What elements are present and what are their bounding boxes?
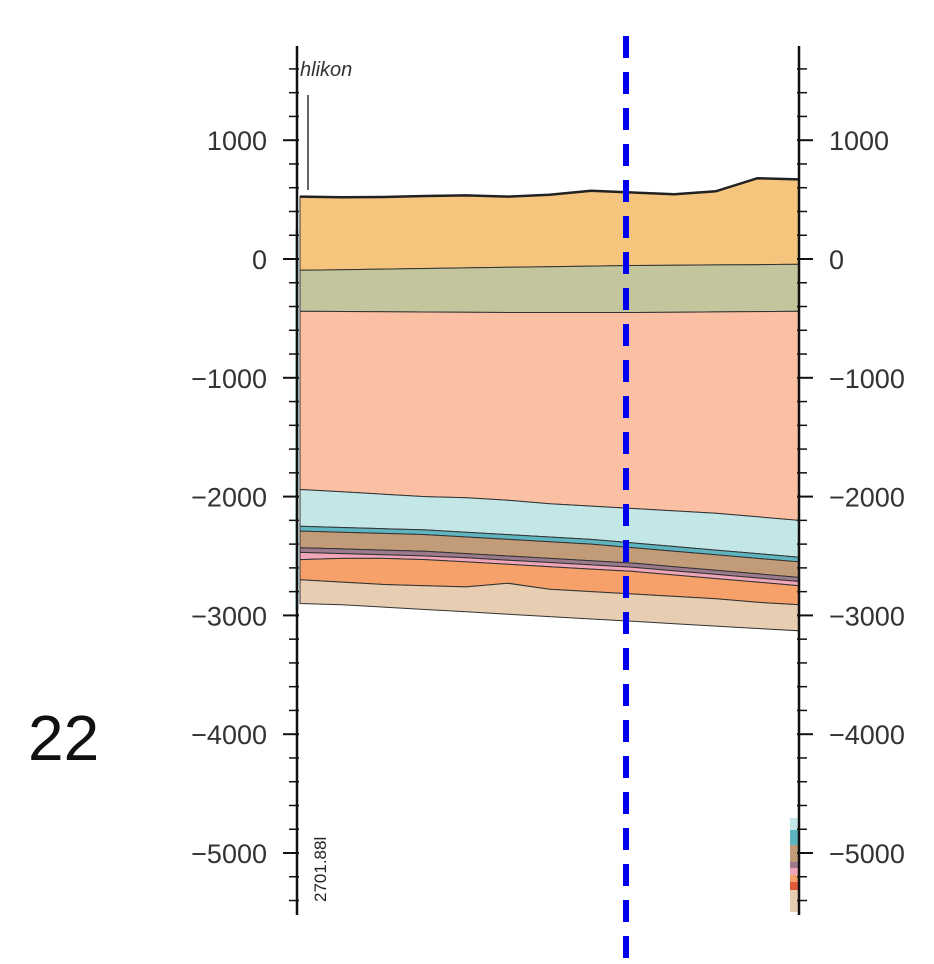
tick-label: −2000 [829, 483, 905, 513]
tick-label: 1000 [829, 126, 889, 156]
place-name-label: hlikon [300, 59, 352, 81]
tick-label: −1000 [829, 364, 905, 394]
tick-label: −3000 [829, 601, 905, 631]
tick-label: −5000 [191, 839, 267, 869]
tick-label: −5000 [829, 839, 905, 869]
right-strip-segment [790, 890, 799, 912]
panel-number: 22 [28, 702, 99, 774]
tick-label: −4000 [191, 720, 267, 750]
right-strip-segment [790, 882, 799, 890]
tick-label: 1000 [207, 126, 267, 156]
right-strip-segment [790, 868, 799, 875]
layer-1 [299, 177, 800, 271]
layer-3 [299, 310, 800, 521]
tick-label: −4000 [829, 720, 905, 750]
tick-label: −1000 [191, 364, 267, 394]
right-strip-segment [790, 862, 799, 868]
topographic-surface [299, 176, 800, 199]
right-strip-segment [790, 830, 799, 845]
tick-label: 0 [252, 245, 267, 275]
right-strip-segment [790, 818, 799, 830]
stratigraphic-layers [299, 176, 800, 632]
tick-label: −3000 [191, 601, 267, 631]
right-strip-segment [790, 875, 799, 882]
right-edge-strip [790, 818, 799, 912]
well-depth-label: 2701.88l [311, 837, 330, 902]
tick-label: 0 [829, 245, 844, 275]
tick-label: −2000 [191, 483, 267, 513]
right-depth-axis: 1000 0 −1000 −2000 −3000 −4000 −5000 [797, 46, 905, 915]
left-depth-axis: 1000 0 −1000 −2000 −3000 −4000 −5000 [191, 46, 299, 915]
layer-2 [299, 263, 800, 313]
right-strip-segment [790, 845, 799, 862]
